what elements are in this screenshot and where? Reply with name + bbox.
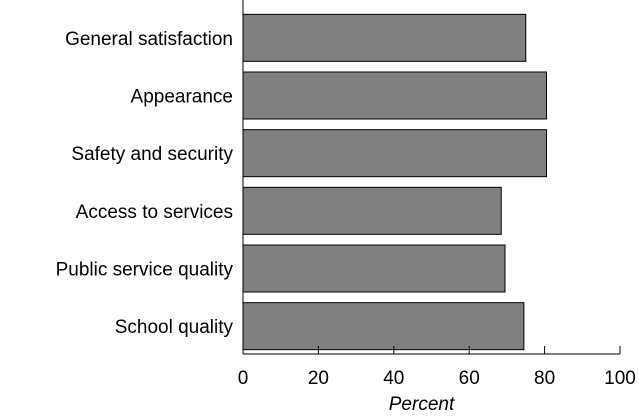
bar (242, 186, 502, 235)
category-label: Public service quality (56, 260, 234, 281)
x-tick-label: 20 (308, 368, 329, 389)
category-labels-layer: General satisfaction Appearance Safety and… (56, 29, 234, 338)
category-label: Appearance (131, 87, 233, 108)
x-tick-label: 80 (534, 368, 555, 389)
bar (242, 71, 547, 120)
x-tick-label: 40 (383, 368, 404, 389)
category-label: General satisfaction (65, 29, 233, 50)
category-label: Access to services (76, 202, 233, 223)
bar (242, 244, 506, 293)
x-tick-label: 60 (459, 368, 480, 389)
bar (242, 13, 527, 62)
x-ticks-layer: 0 20 40 60 80 100 (238, 346, 636, 389)
x-tick-label: 100 (604, 368, 636, 389)
x-tick-label: 0 (238, 368, 249, 389)
bars-layer (242, 13, 547, 351)
bar (242, 129, 547, 178)
bar (242, 302, 525, 351)
category-label: Safety and security (71, 144, 233, 165)
x-axis-title: Percent (389, 394, 455, 415)
category-label: School quality (115, 317, 234, 338)
